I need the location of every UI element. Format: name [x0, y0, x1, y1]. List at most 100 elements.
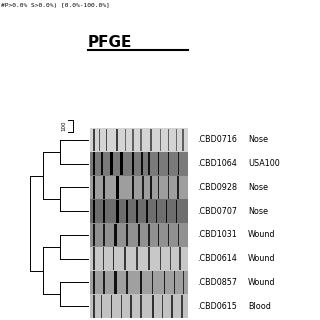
Bar: [132, 129, 134, 151]
Bar: [162, 295, 163, 317]
Bar: [125, 129, 126, 151]
Text: .CBD0707: .CBD0707: [197, 207, 237, 216]
Bar: [126, 271, 128, 294]
Bar: [136, 247, 138, 270]
Bar: [148, 223, 149, 246]
Text: .CBD0857: .CBD0857: [197, 278, 237, 287]
Bar: [99, 129, 100, 151]
Text: Nose: Nose: [248, 135, 268, 144]
Text: Wound: Wound: [248, 230, 276, 239]
Text: .CBD1064: .CBD1064: [197, 159, 237, 168]
Bar: [172, 295, 173, 317]
Text: USA100: USA100: [248, 159, 280, 168]
Bar: [140, 295, 142, 317]
Bar: [158, 176, 159, 199]
Bar: [101, 152, 103, 175]
Text: .CBD0928: .CBD0928: [197, 183, 237, 192]
Text: .CBD0615: .CBD0615: [197, 302, 237, 311]
Bar: [138, 223, 140, 246]
Bar: [93, 152, 95, 175]
Bar: [93, 247, 95, 270]
Bar: [160, 247, 161, 270]
Bar: [142, 176, 144, 199]
Bar: [168, 152, 169, 175]
Bar: [152, 271, 154, 294]
Bar: [110, 152, 113, 175]
Bar: [178, 152, 179, 175]
Bar: [168, 129, 169, 151]
Bar: [101, 295, 102, 317]
Bar: [116, 129, 118, 151]
Bar: [173, 271, 175, 294]
Bar: [150, 176, 152, 199]
Bar: [120, 152, 123, 175]
Bar: [178, 176, 179, 199]
Bar: [132, 152, 134, 175]
Text: .CBD0614: .CBD0614: [197, 254, 237, 263]
Bar: [90, 199, 188, 223]
Bar: [90, 152, 188, 175]
Text: #P>0.0% S>0.0%) [0.0%-100.0%]: #P>0.0% S>0.0%) [0.0%-100.0%]: [1, 3, 110, 8]
Bar: [136, 200, 138, 222]
Bar: [103, 200, 105, 222]
Bar: [126, 223, 128, 246]
Text: .CBD0716: .CBD0716: [197, 135, 237, 144]
Bar: [106, 129, 108, 151]
Bar: [168, 176, 169, 199]
Bar: [140, 129, 141, 151]
Bar: [164, 271, 165, 294]
Bar: [176, 129, 177, 151]
Bar: [103, 271, 105, 294]
Bar: [150, 129, 152, 151]
Bar: [90, 223, 188, 247]
Bar: [93, 295, 95, 317]
Bar: [182, 129, 184, 151]
Bar: [116, 200, 119, 222]
Text: Blood: Blood: [248, 302, 271, 311]
Bar: [178, 223, 179, 246]
Bar: [103, 176, 105, 199]
Bar: [160, 129, 161, 151]
Text: Wound: Wound: [248, 254, 276, 263]
Bar: [146, 200, 148, 222]
Bar: [182, 271, 184, 294]
Bar: [148, 152, 149, 175]
Bar: [148, 247, 150, 270]
Bar: [111, 295, 112, 317]
Bar: [114, 223, 117, 246]
Bar: [93, 200, 95, 222]
Bar: [180, 247, 181, 270]
Bar: [126, 200, 128, 222]
Bar: [156, 200, 157, 222]
Text: .CBD1031: .CBD1031: [197, 230, 237, 239]
Bar: [116, 176, 119, 199]
Bar: [140, 271, 142, 294]
Bar: [152, 295, 154, 317]
Bar: [124, 247, 126, 270]
Bar: [93, 223, 95, 246]
Bar: [115, 271, 116, 294]
Bar: [165, 200, 167, 222]
Bar: [141, 152, 143, 175]
Bar: [90, 175, 188, 199]
Text: 100: 100: [61, 121, 66, 131]
Bar: [93, 129, 95, 151]
Bar: [170, 247, 171, 270]
Bar: [175, 200, 177, 222]
Bar: [103, 223, 105, 246]
Bar: [90, 247, 188, 270]
Bar: [113, 247, 115, 270]
Bar: [132, 176, 134, 199]
Bar: [90, 294, 188, 318]
Bar: [158, 152, 159, 175]
Text: Nose: Nose: [248, 183, 268, 192]
Bar: [90, 270, 188, 294]
Text: PFGE: PFGE: [88, 35, 132, 50]
Text: Wound: Wound: [248, 278, 276, 287]
Bar: [121, 295, 122, 317]
Bar: [103, 247, 104, 270]
Bar: [90, 128, 188, 152]
Bar: [181, 295, 183, 317]
Bar: [130, 295, 132, 317]
Bar: [168, 223, 169, 246]
